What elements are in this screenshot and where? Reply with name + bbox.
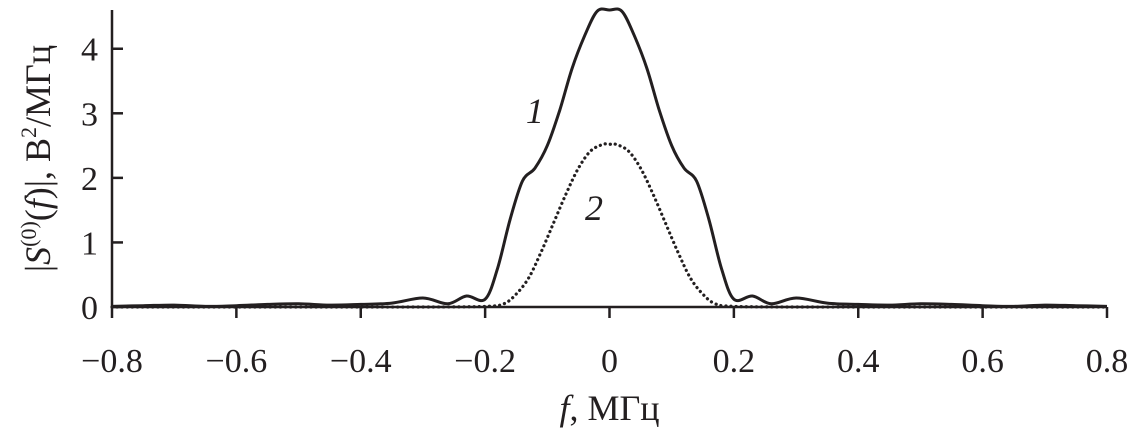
- y-axis-title: |S(0)(f)|, В2/МГц: [16, 45, 58, 272]
- y-tick-label: 0: [81, 290, 98, 327]
- y-title-mid2: )|, В: [18, 138, 58, 199]
- x-tick-label: 0.6: [961, 343, 1004, 380]
- series-2-line: [110, 142, 1109, 309]
- axis-titles: f, МГц |S(0)(f)|, В2/МГц: [16, 45, 660, 428]
- y-title-mid1: (: [18, 209, 58, 221]
- y-tick-label: 2: [81, 161, 98, 198]
- x-tick-label: −0.6: [206, 343, 268, 380]
- series-layer: [110, 7, 1109, 309]
- x-axis-title-unit: , МГц: [569, 388, 659, 428]
- curve-label-2: 2: [585, 188, 603, 228]
- series-1-line: [111, 7, 1108, 308]
- y-tick-label: 4: [81, 32, 98, 69]
- y-title-prefix: |: [18, 265, 58, 272]
- x-tick-label: 0.8: [1086, 343, 1129, 380]
- x-tick-label: 0: [601, 343, 618, 380]
- curve-label-1: 1: [526, 91, 544, 131]
- y-title-tail: /МГц: [18, 45, 58, 127]
- y-tick-label: 1: [81, 225, 98, 262]
- x-tick-label: 0.4: [837, 343, 880, 380]
- y-title-sup2: 2: [16, 127, 41, 138]
- x-axis-title: f, МГц: [559, 388, 659, 428]
- x-tick-label: −0.8: [81, 343, 143, 380]
- x-tick-label: −0.2: [454, 343, 516, 380]
- y-title-var: S: [18, 247, 58, 265]
- x-tick-label: 0.2: [713, 343, 756, 380]
- y-tick-label: 3: [81, 96, 98, 133]
- annotation-layer: 12: [526, 91, 603, 228]
- y-title-sup: (0): [16, 221, 41, 247]
- x-tick-label: −0.4: [330, 343, 392, 380]
